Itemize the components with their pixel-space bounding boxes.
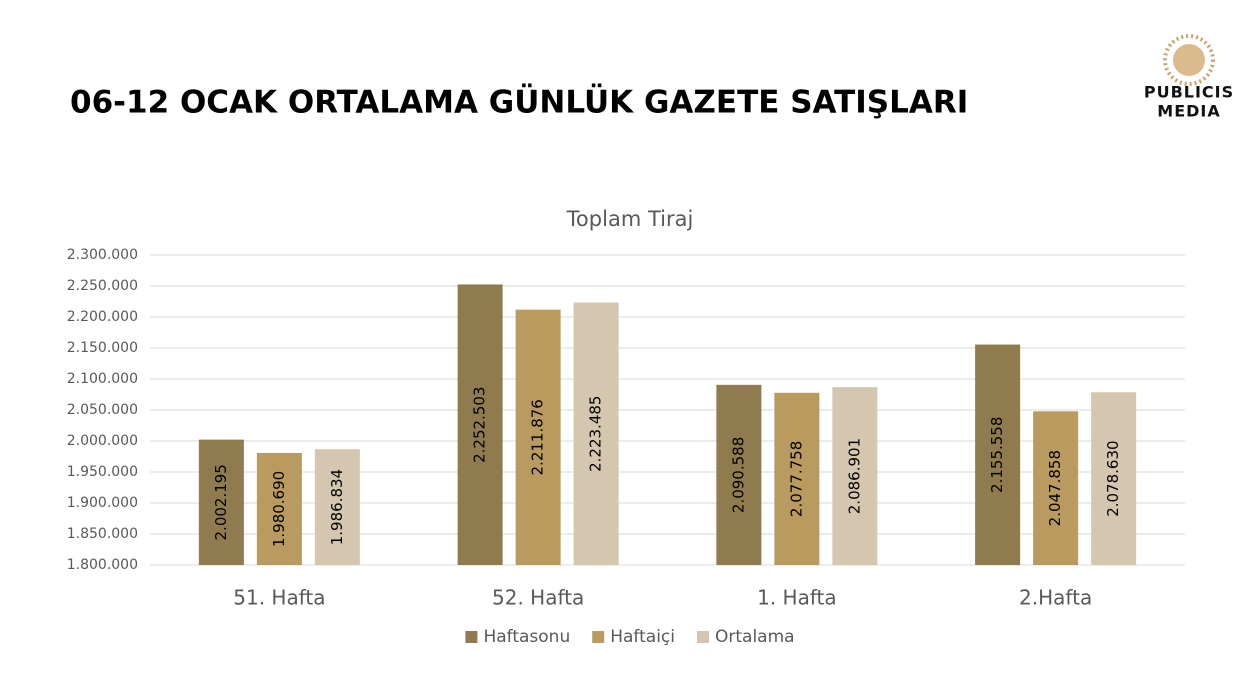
y-tick-label: 2.050.000 xyxy=(67,402,138,418)
bar xyxy=(1091,392,1137,565)
legend-label: Ortalama xyxy=(715,627,795,647)
bar xyxy=(975,344,1021,565)
bar xyxy=(256,452,302,565)
legend-label: Haftasonu xyxy=(483,627,570,647)
slide-title: 06-12 OCAK ORTALAMA GÜNLÜK GAZETE SATIŞL… xyxy=(70,84,968,121)
y-tick-label: 2.300.000 xyxy=(67,247,138,263)
value-label: 2.090.588 xyxy=(729,437,747,513)
value-label: 2.077.758 xyxy=(787,441,805,517)
bar xyxy=(457,284,503,565)
x-tick-label: 52. Hafta xyxy=(492,586,584,610)
y-tick-label: 2.150.000 xyxy=(67,340,138,356)
bar xyxy=(314,449,360,565)
legend-swatch xyxy=(696,631,709,643)
chart-title: Toplam Tiraj xyxy=(566,207,694,231)
y-tick-label: 1.800.000 xyxy=(67,557,138,573)
value-label: 2.047.858 xyxy=(1046,450,1064,526)
value-label: 2.078.630 xyxy=(1104,440,1122,516)
value-label: 2.223.485 xyxy=(587,396,605,472)
bar xyxy=(515,309,561,565)
value-label: 2.211.876 xyxy=(529,399,547,475)
y-tick-label: 2.000.000 xyxy=(67,433,138,449)
legend-swatch xyxy=(465,631,478,643)
logo-text: MEDIA xyxy=(1157,102,1220,121)
logo-emblem xyxy=(1173,44,1205,76)
x-tick-label: 51. Hafta xyxy=(233,586,325,610)
value-label: 2.252.503 xyxy=(471,387,489,463)
x-tick-label: 1. Hafta xyxy=(757,586,837,610)
bar xyxy=(198,439,244,565)
bar xyxy=(716,384,762,565)
y-tick-label: 1.950.000 xyxy=(67,464,138,480)
logo-rays xyxy=(1163,34,1215,86)
value-label: 2.002.195 xyxy=(212,464,230,540)
value-label: 1.986.834 xyxy=(328,469,346,545)
y-tick-label: 2.200.000 xyxy=(67,309,138,325)
legend-swatch xyxy=(592,631,605,643)
y-tick-label: 1.900.000 xyxy=(67,495,138,511)
logo: PUBLICIS MEDIA xyxy=(1144,34,1234,121)
bar xyxy=(573,302,619,565)
y-tick-label: 1.850.000 xyxy=(67,526,138,542)
bar xyxy=(832,387,878,565)
value-label: 2.086.901 xyxy=(845,438,863,514)
y-tick-label: 2.250.000 xyxy=(67,278,138,294)
bar xyxy=(1033,411,1079,565)
value-label: 2.155.558 xyxy=(988,417,1006,493)
value-label: 1.980.690 xyxy=(270,471,288,547)
bar xyxy=(774,392,820,565)
y-tick-label: 2.100.000 xyxy=(67,371,138,387)
x-tick-label: 2.Hafta xyxy=(1019,586,1092,610)
legend-label: Haftaiçi xyxy=(610,627,675,647)
logo-text: PUBLICIS xyxy=(1144,83,1234,102)
